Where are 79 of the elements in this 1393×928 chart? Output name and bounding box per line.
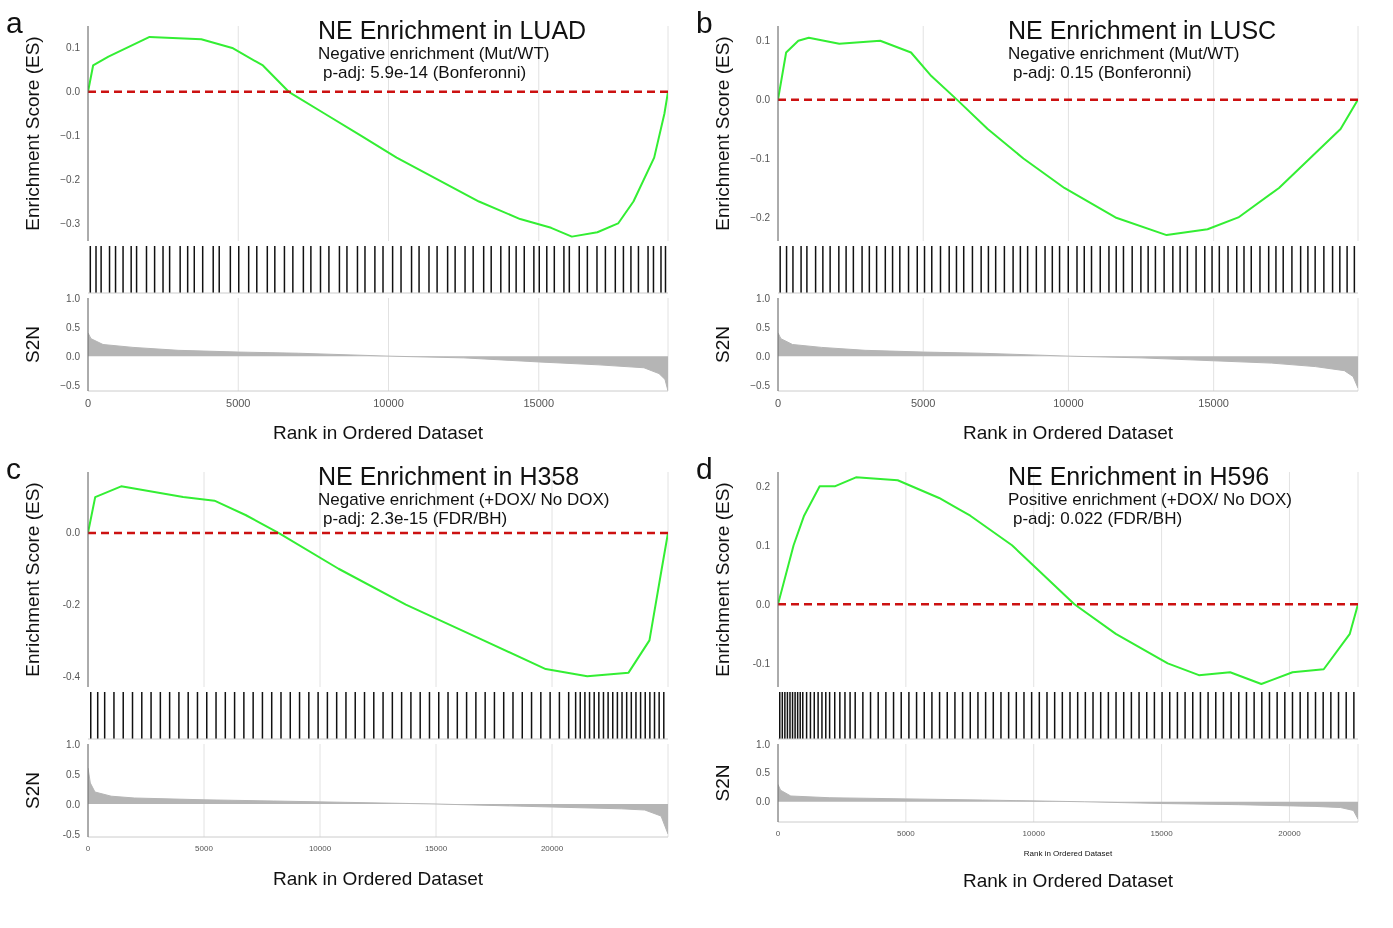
y-tick-label: 0.5 — [66, 321, 81, 333]
text: b — [696, 6, 713, 39]
y-tick-label: 0.0 — [66, 86, 81, 98]
y-axis-title: Enrichment Score (ES) — [711, 482, 733, 677]
y-tick-label: −0.5 — [750, 379, 771, 391]
y-tick-label: 0.0 — [66, 350, 81, 362]
x-tick-label: 20000 — [1278, 828, 1302, 838]
chart-title: NE Enrichment in LUAD — [318, 16, 587, 44]
x-tick-label: 10000 — [1022, 828, 1046, 838]
x-tick-label: 0 — [774, 396, 782, 409]
text: Positive enrichment (+DOX/ No DOX) — [1008, 490, 1292, 510]
y-tick-label: -0.4 — [62, 670, 81, 682]
x-tick-label: 0 — [84, 396, 92, 409]
y-tick-label: 0.5 — [756, 767, 771, 779]
y-tick-label: 0.2 — [756, 480, 771, 492]
text: Negative enrichment (Mut/WT) — [1008, 44, 1241, 64]
y-tick-label: 0.0 — [66, 798, 81, 810]
y-tick-label: 1.0 — [66, 292, 81, 304]
x-tick-label: 15000 — [1150, 828, 1174, 838]
x-tick-label: 15000 — [424, 843, 448, 853]
y-tick-label: 0.1 — [756, 539, 771, 551]
y-tick-label: −0.1 — [750, 153, 771, 165]
x-tick-label: 5000 — [226, 396, 251, 409]
y-tick-label: -0.1 — [752, 657, 771, 669]
text: Negative enrichment (Mut/WT) — [318, 44, 551, 64]
x-tick-label: 0 — [775, 828, 781, 838]
y-tick-label: 0.1 — [66, 42, 81, 54]
text: d — [696, 452, 713, 485]
y-tick-label: 0.5 — [756, 321, 771, 333]
x-axis-title: Rank in Ordered Dataset — [272, 868, 484, 889]
x-tick-label: 10000 — [373, 396, 404, 409]
y-axis-title: Enrichment Score (ES) — [21, 482, 43, 677]
x-tick-label: 10000 — [1053, 396, 1084, 409]
x-tick-label: 5000 — [195, 843, 214, 853]
y-tick-label: -0.2 — [62, 599, 81, 611]
y-tick-label: 1.0 — [66, 738, 81, 750]
x-axis-title: Rank in Ordered Dataset — [962, 422, 1174, 443]
y-tick-label: 0.0 — [756, 796, 771, 808]
x-tick-label: 20000 — [540, 843, 564, 853]
y-tick-label: 0.0 — [756, 94, 771, 106]
text: Negative enrichment (+DOX/ No DOX) — [318, 490, 610, 510]
y-tick-label: 0.5 — [66, 768, 81, 780]
y-tick-label: −0.2 — [60, 174, 81, 186]
y-axis-title: S2N — [21, 326, 43, 363]
y-axis-title: Enrichment Score (ES) — [711, 36, 733, 231]
y-tick-label: 1.0 — [756, 738, 771, 750]
y-axis-title: S2N — [711, 764, 733, 802]
x-tick-label: 15000 — [1198, 396, 1229, 409]
y-tick-label: −0.3 — [60, 218, 81, 229]
chart-title: NE Enrichment in H358 — [318, 462, 581, 490]
line-series — [88, 485, 668, 678]
y-axis-title: Enrichment Score (ES) — [21, 36, 43, 231]
text: c — [6, 452, 21, 485]
text: Rank in Ordered Dataset — [961, 870, 1175, 892]
x-tick-label: 10000 — [308, 843, 332, 853]
y-tick-label: 0.0 — [66, 527, 81, 539]
x-tick-label: 15000 — [523, 396, 555, 409]
y-axis-title: S2N — [711, 326, 733, 363]
y-tick-label: 1.0 — [756, 292, 771, 304]
annotation: p-adj: 0.022 (FDR/BH) — [1013, 509, 1184, 529]
text: a — [6, 6, 23, 39]
annotation: p-adj: 0.15 (Bonferonni) — [1013, 63, 1193, 83]
y-tick-label: 0.0 — [756, 350, 771, 362]
y-tick-label: −0.2 — [750, 211, 771, 223]
y-axis-title: S2N — [21, 772, 43, 809]
annotation: p-adj: 2.3e-15 (FDR/BH) — [323, 509, 509, 529]
x-tick-label: 0 — [85, 843, 91, 853]
y-tick-label: −0.5 — [60, 379, 81, 391]
chart-title: NE Enrichment in LUSC — [1008, 16, 1277, 44]
chart-title: NE Enrichment in H596 — [1008, 462, 1271, 490]
y-tick-label: 0.0 — [756, 598, 771, 610]
y-tick-label: −0.1 — [60, 130, 81, 142]
y-tick-label: 0.1 — [756, 35, 771, 47]
x-tick-label: 5000 — [910, 396, 936, 409]
x-tick-label: 5000 — [896, 828, 916, 838]
x-axis-title: Rank in Ordered Dataset — [272, 422, 484, 443]
annotation: p-adj: 5.9e-14 (Bonferonni) — [323, 63, 528, 83]
x-axis-title: Rank in Ordered Dataset — [1023, 849, 1114, 858]
y-tick-label: -0.5 — [62, 828, 81, 840]
